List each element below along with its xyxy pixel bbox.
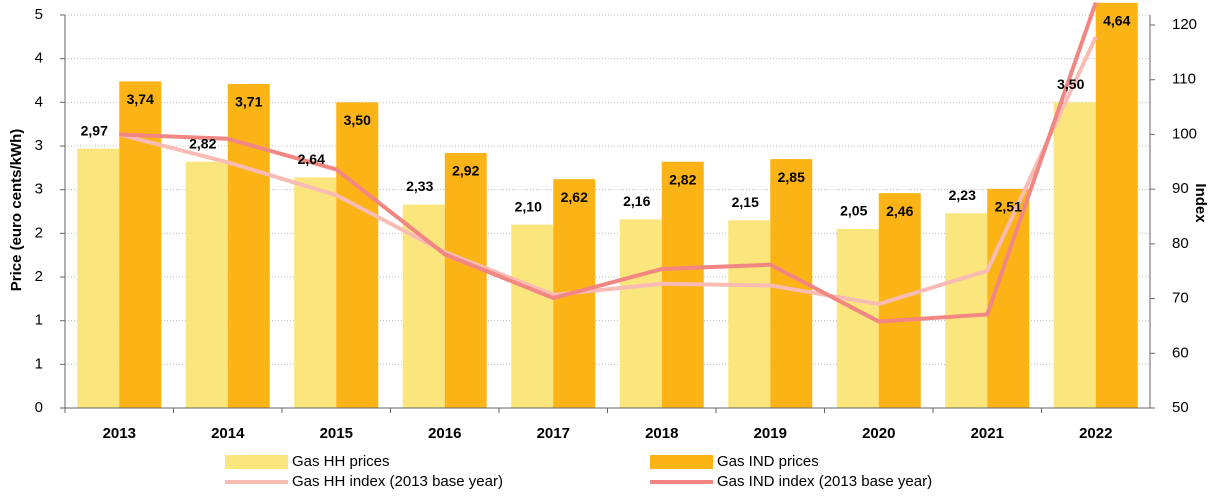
data-label: 2,46 [886,203,913,219]
y2-tick-label: 80 [1172,235,1189,252]
y-tick-label: 1 [35,355,43,372]
x-tick-label: 2022 [1079,425,1112,442]
data-label: 2,51 [995,198,1022,214]
data-label: 2,92 [452,163,479,179]
data-label: 3,71 [235,94,262,110]
x-tick-label: 2021 [971,425,1004,442]
data-label: 2,64 [298,151,325,167]
x-tick-label: 2013 [103,425,136,442]
y-tick-label: 0 [35,399,43,416]
y-tick-label: 5 [35,6,43,23]
y-tick-label: 3 [35,137,43,154]
y-tick-label: 1 [35,312,43,329]
bar [294,177,337,408]
bar [77,148,120,408]
bar [511,224,554,408]
legend-label: Gas IND prices [717,453,819,470]
y2-tick-label: 110 [1172,71,1196,88]
y2-tick-label: 70 [1172,290,1189,307]
line [119,1,1098,324]
data-label: 2,82 [669,171,696,187]
data-label: 3,50 [344,112,371,128]
legend-label: Gas HH prices [292,453,390,470]
data-label: 2,10 [515,198,542,214]
y-tick-label: 4 [35,93,43,110]
y-tick-label: 2 [35,268,43,285]
data-label: 3,74 [127,91,154,107]
legend-swatch [225,455,288,469]
y2-axis-title: Index [1192,183,1209,223]
data-label: 2,97 [81,122,108,138]
bar [945,213,988,408]
legend-label: Gas IND index (2013 base year) [717,473,932,490]
bar [119,81,162,408]
bar [1095,2,1138,408]
data-label: 2,85 [778,169,805,185]
x-tick-label: 2014 [211,425,245,442]
bar [227,83,270,408]
y2-tick-label: 50 [1172,399,1189,416]
x-tick-label: 2017 [537,425,570,442]
x-tick-label: 2015 [320,425,353,442]
data-label: 2,16 [623,193,650,209]
data-label: 3,50 [1057,76,1084,92]
y-axis-title: Price (euro cents/kWh) [8,129,25,292]
legend-swatch [650,455,713,469]
y2-tick-label: 90 [1172,180,1189,197]
data-label: 2,33 [406,178,433,194]
bar [1053,102,1096,408]
bar [619,219,662,408]
data-label: 2,15 [732,194,759,210]
y-tick-label: 4 [35,50,43,67]
x-tick-label: 2019 [754,425,787,442]
bar [336,102,379,408]
data-label: 2,23 [949,187,976,203]
y2-tick-label: 60 [1172,344,1189,361]
line [118,36,1098,307]
y-tick-label: 3 [35,181,43,198]
bar [444,152,487,408]
y2-tick-label: 100 [1172,125,1197,142]
data-label: 2,62 [561,189,588,205]
data-label: 2,05 [840,203,867,219]
data-label: 4,64 [1103,12,1130,28]
y-tick-label: 2 [35,224,43,241]
y2-tick-label: 120 [1172,16,1197,33]
x-tick-label: 2016 [428,425,461,442]
bar [185,161,228,408]
bar [728,220,771,408]
data-label: 2,82 [189,135,216,151]
x-tick-label: 2020 [862,425,895,442]
legend-label: Gas HH index (2013 base year) [292,473,503,490]
x-tick-label: 2018 [645,425,678,442]
